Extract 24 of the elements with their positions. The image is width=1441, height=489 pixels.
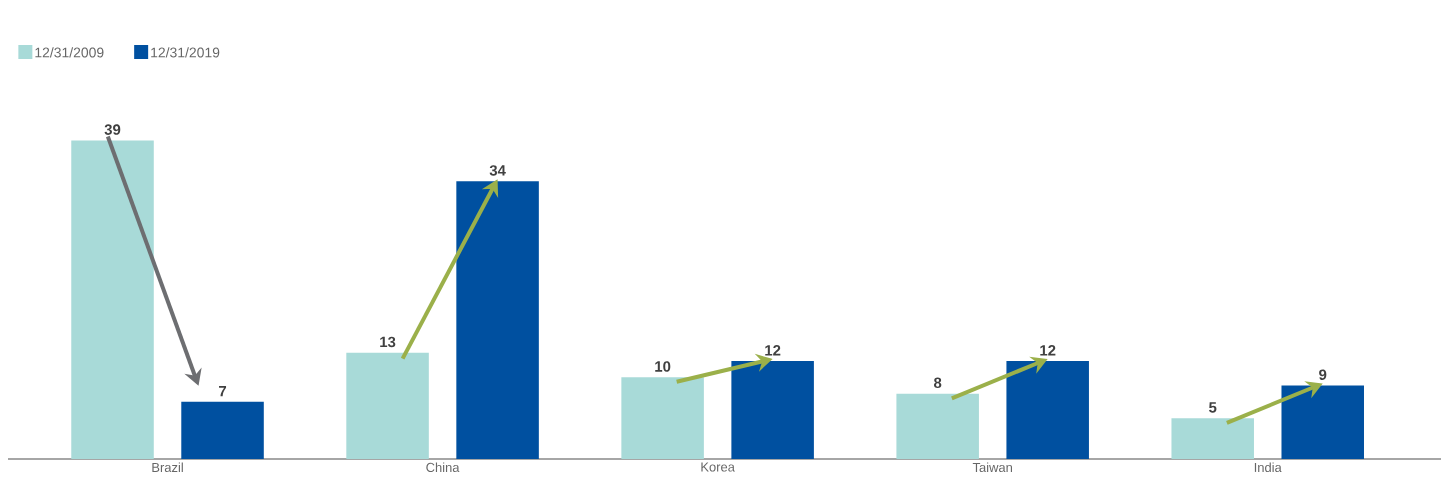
x-tick-label: Korea (701, 462, 735, 472)
bar (1006, 360, 1089, 459)
data-label: 9 (1319, 369, 1327, 380)
data-label: 39 (104, 124, 121, 135)
data-label: 13 (380, 336, 396, 348)
bar (731, 360, 814, 459)
x-tick-label: India (1254, 462, 1282, 473)
data-label: 10 (655, 361, 671, 372)
data-label: 12 (1040, 345, 1056, 356)
x-tick-label: Brazil (152, 462, 183, 473)
x-tick-label: China (426, 462, 460, 473)
legend-label: 12/31/2019 (151, 47, 220, 58)
x-tick-label: Taiwan (972, 462, 1012, 473)
data-label: 12 (765, 345, 781, 356)
data-label: 34 (489, 165, 506, 176)
bar (621, 377, 704, 459)
data-label: 5 (1209, 402, 1217, 413)
bar (1171, 418, 1254, 459)
bar (346, 352, 429, 459)
bar (896, 393, 979, 459)
data-label: 7 (219, 386, 227, 397)
legend-label: 12/31/2009 (35, 47, 104, 58)
data-label: 8 (933, 377, 942, 389)
bar (181, 401, 264, 459)
